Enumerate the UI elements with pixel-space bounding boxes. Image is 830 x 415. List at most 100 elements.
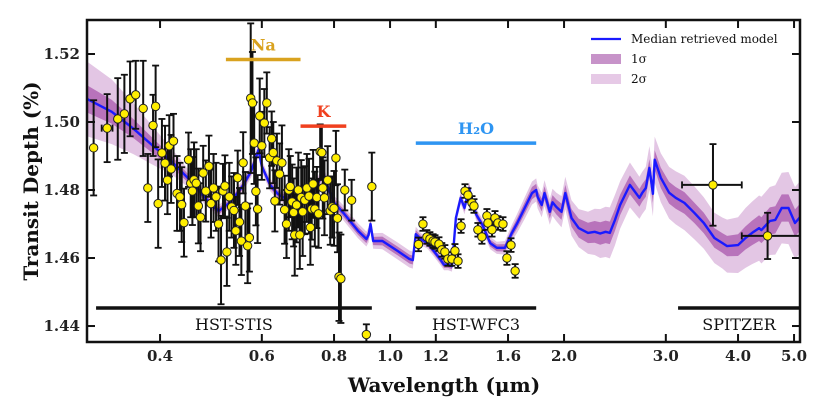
species-markers: Na K H₂O <box>225 35 537 145</box>
data-point <box>305 222 316 233</box>
data-point <box>240 201 251 211</box>
x-tick-label: 0.4 <box>147 347 173 365</box>
data-point <box>236 236 247 246</box>
legend-label: Median retrieved model <box>631 32 778 46</box>
data-point <box>295 230 305 240</box>
legend-label: 2σ <box>631 72 647 86</box>
data-point <box>232 173 243 183</box>
data-point <box>150 101 161 112</box>
legend-label: 1σ <box>631 52 647 66</box>
data-point <box>251 186 261 197</box>
data-point <box>453 256 463 266</box>
data-point <box>176 199 187 210</box>
data-point <box>211 192 221 202</box>
data-point <box>319 193 330 203</box>
data-point <box>318 183 328 193</box>
data-point <box>297 207 308 217</box>
data-point <box>252 204 263 214</box>
x-tick-label: 1.2 <box>423 347 449 365</box>
x-tick-label: 3.0 <box>653 347 679 365</box>
data-point <box>255 111 265 121</box>
data-point <box>317 147 327 158</box>
data-point <box>193 201 204 211</box>
data-point <box>473 225 483 235</box>
data-point <box>224 192 234 202</box>
data-point <box>249 138 259 148</box>
data-point <box>179 217 189 228</box>
data-point <box>175 192 185 202</box>
data-point <box>191 178 201 188</box>
data-point <box>477 232 487 242</box>
legend-swatch-band <box>591 74 621 84</box>
instrument-label: HST-STIS <box>195 315 273 334</box>
x-tick-label: 0.8 <box>321 347 347 365</box>
data-point <box>220 181 230 191</box>
data-point <box>148 120 158 131</box>
data-point <box>510 266 520 276</box>
data-point <box>331 153 341 163</box>
data-point <box>708 180 718 190</box>
data-point <box>308 179 318 189</box>
data-point <box>274 169 285 179</box>
axes: 0.4 0.6 0.8 1.0 1.2 1.6 2.0 3.0 4.0 5.0 1.44 1.46 1.… <box>43 18 807 365</box>
data-point <box>208 183 219 193</box>
data-point <box>340 185 350 195</box>
data-point <box>502 253 512 263</box>
data-point <box>157 148 167 158</box>
data-point <box>195 212 206 222</box>
data-point <box>450 246 460 256</box>
data-point <box>304 191 314 201</box>
data-point <box>119 109 130 119</box>
data-point <box>469 201 479 211</box>
x-tick-label: 4.0 <box>725 347 751 365</box>
data-point <box>153 198 163 209</box>
data-point <box>262 98 272 108</box>
data-point <box>277 158 287 168</box>
data-point <box>102 123 112 133</box>
data-point <box>322 175 333 185</box>
data-point <box>313 209 324 219</box>
species-label: Na <box>251 35 276 54</box>
data-point <box>88 143 99 153</box>
data-point <box>259 118 270 128</box>
data-point <box>231 226 241 236</box>
data-point <box>213 219 224 229</box>
species-label: H₂O <box>458 119 494 138</box>
species-label: K <box>316 102 331 121</box>
data-point <box>234 217 245 227</box>
data-point <box>498 219 508 229</box>
data-point <box>160 158 170 168</box>
instrument-label: HST-WFC3 <box>432 315 520 334</box>
data-point <box>270 196 280 206</box>
x-tick-label: 0.6 <box>249 347 275 365</box>
data-points <box>88 90 773 340</box>
data-point <box>183 155 194 165</box>
instrument-ranges: HST-STIS HST-WFC3 SPITZER <box>96 306 800 334</box>
data-point <box>266 133 277 144</box>
data-point <box>268 147 278 158</box>
data-point <box>336 274 346 284</box>
x-tick-label: 2.0 <box>551 347 577 365</box>
data-point <box>130 90 141 100</box>
data-point <box>168 136 179 146</box>
x-tick-label: 1.6 <box>495 347 521 365</box>
data-point <box>329 203 339 214</box>
data-point <box>463 190 473 200</box>
data-point <box>113 114 123 124</box>
y-tick-label: 1.44 <box>43 317 80 335</box>
y-tick-label: 1.50 <box>43 113 80 131</box>
x-tick-label: 5.0 <box>781 347 807 365</box>
data-point <box>506 240 516 250</box>
data-point <box>483 218 493 228</box>
data-point <box>238 158 248 168</box>
confidence-bands <box>87 61 800 273</box>
y-tick-label: 1.52 <box>43 45 80 63</box>
data-point <box>138 103 148 114</box>
data-point <box>216 255 226 265</box>
data-point <box>361 329 372 340</box>
sigma2-band <box>87 61 800 273</box>
data-point <box>198 168 208 178</box>
data-point <box>281 219 292 229</box>
y-tick-label: 1.46 <box>43 249 80 267</box>
legend-swatch-band <box>591 54 621 64</box>
